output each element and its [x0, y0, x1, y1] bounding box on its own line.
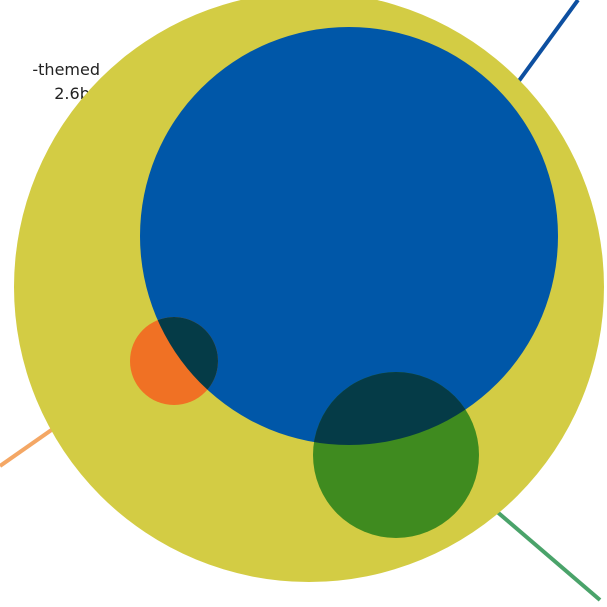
large-blue-circle: [140, 27, 558, 445]
caption-line-1: -themed: [32, 60, 100, 79]
green-blue-overlap: [313, 372, 479, 445]
